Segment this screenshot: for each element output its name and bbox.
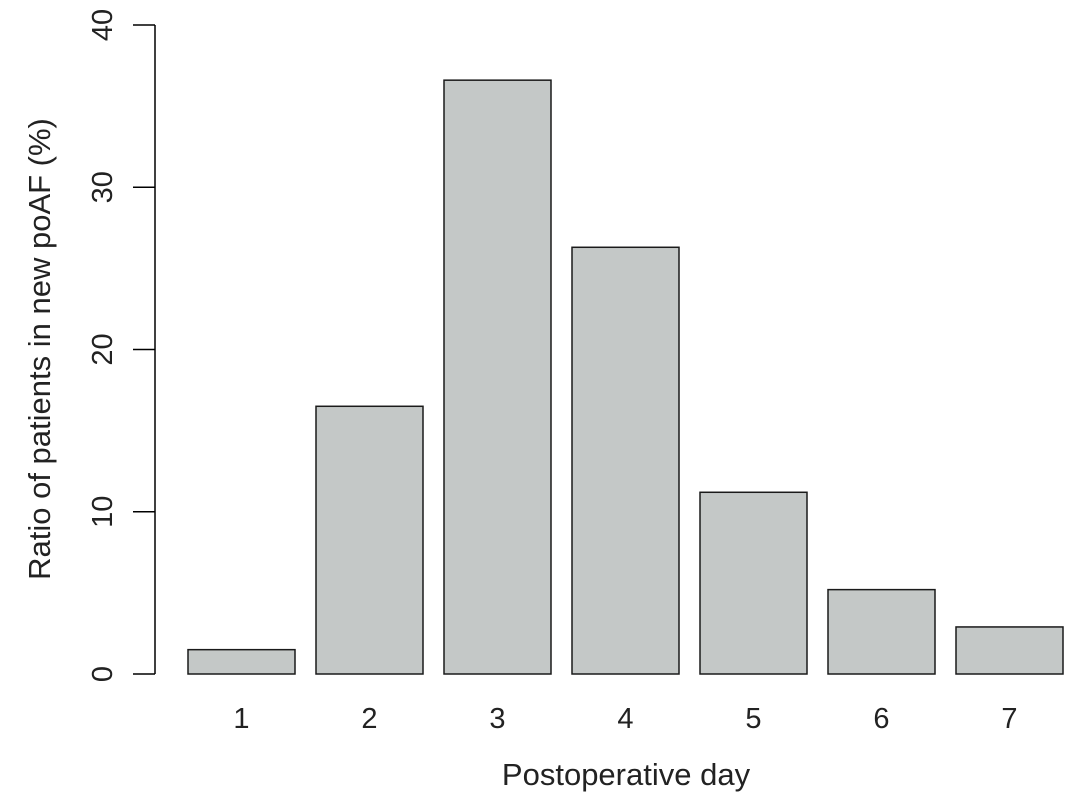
y-tick-label: 20 [87, 333, 119, 365]
bar-day-3 [443, 79, 552, 675]
x-tick-label: 4 [617, 703, 633, 735]
x-tick-label: 3 [489, 703, 505, 735]
bar-day-5 [699, 491, 808, 675]
bar-day-7 [955, 626, 1064, 675]
y-tick-label: 0 [87, 666, 119, 682]
y-tick-label: 40 [87, 9, 119, 41]
x-tick-label: 1 [233, 703, 249, 735]
y-tick-label: 10 [87, 496, 119, 528]
bars [187, 79, 1064, 675]
y-axis: 0 10 20 30 40 [87, 9, 156, 682]
x-tick-label: 5 [745, 703, 761, 735]
bar-day-2 [315, 405, 424, 675]
y-tick-label: 30 [87, 171, 119, 203]
y-ticks: 0 10 20 30 40 [87, 9, 155, 682]
x-tick-label: 7 [1001, 703, 1017, 735]
x-tick-label: 2 [361, 703, 377, 735]
bar-day-6 [827, 588, 936, 675]
bar-day-4 [571, 246, 680, 675]
x-axis-title: Postoperative day [502, 757, 751, 792]
x-tick-labels: 1 2 3 4 5 6 7 [233, 703, 1017, 735]
x-tick-label: 6 [873, 703, 889, 735]
bar-day-1 [187, 648, 296, 675]
y-axis-title: Ratio of patients in new poAF (%) [22, 118, 57, 580]
